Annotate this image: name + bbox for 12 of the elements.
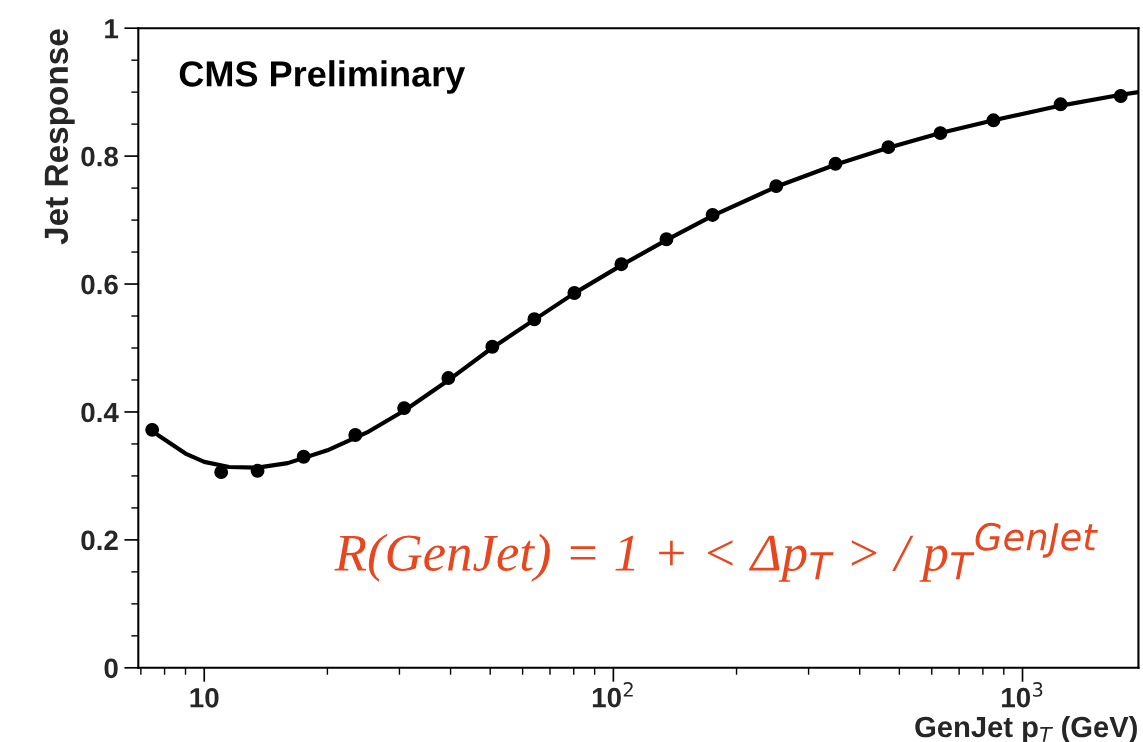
y-tick-label: 0.2 — [81, 530, 118, 551]
y-tick-label: 0 — [104, 658, 118, 679]
x-tick-label: 10$^{2}$ — [592, 682, 633, 708]
y-tick-label: 0.8 — [81, 146, 119, 167]
y-tick-label: 0.4 — [81, 402, 119, 423]
annotation: CMS Preliminary — [179, 60, 466, 94]
y-axis-title: Jet Response — [44, 29, 75, 245]
y-tick-label: 1 — [105, 19, 119, 39]
x-tick-label: 10$^{3}$ — [1002, 682, 1043, 708]
y-tick-label: 0.6 — [81, 274, 118, 295]
annotation: R(GenJet) = 1 + < Δp$_{T}$ > / p$_{T}$$^{GenJet}$ — [334, 522, 1098, 582]
x-tick-label: 10 — [190, 687, 219, 708]
